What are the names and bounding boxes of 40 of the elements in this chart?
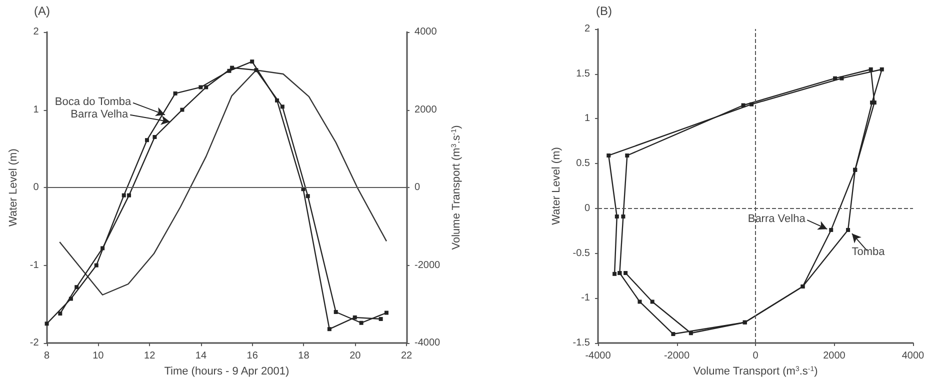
x-tick-label: -4000 — [585, 350, 612, 362]
y-tick-label: 2 — [33, 26, 40, 38]
annotation: Barra Velha — [748, 213, 806, 226]
y-tick-label: 0 — [33, 182, 40, 194]
x-tick-label: 16 — [246, 350, 258, 362]
x-tick-label: 18 — [298, 350, 310, 362]
chart-title: (A) — [34, 4, 50, 18]
annotation: Barra Velha — [70, 108, 130, 120]
y-tick-label: 1.5 — [576, 68, 590, 80]
y2-tick-label: -4000 — [414, 338, 441, 349]
y2-tick-label: 0 — [414, 182, 421, 194]
x-tick-label: 10 — [92, 350, 104, 362]
x-tick-label: 20 — [350, 350, 362, 362]
y2-tick-label: 4000 — [414, 26, 438, 38]
y2-tick-label: 2000 — [414, 104, 438, 116]
x-tick-label: 0 — [752, 350, 759, 362]
y-tick-label: 0.5 — [576, 158, 590, 170]
x-tick-label: 14 — [195, 350, 207, 362]
y2-tick-label: -2000 — [414, 260, 441, 271]
y-tick-label: 2 — [584, 24, 590, 34]
y-tick-label: -1 — [30, 260, 40, 271]
y-axis-title: Water Level (m) — [550, 147, 562, 225]
y-tick-label: -1 — [581, 292, 590, 304]
x-tick-label: 12 — [144, 350, 156, 362]
y-tick-label: -1.5 — [572, 338, 590, 348]
y-tick-label: -0.5 — [572, 248, 590, 259]
x-tick-label: 22 — [400, 350, 413, 362]
chart-title: (B) — [596, 4, 612, 18]
x-axis-title: Time (hours - 9 Apr 2001) — [164, 366, 290, 378]
y-tick-label: -2 — [30, 338, 40, 349]
y-axis-title: Water Level (m) — [8, 148, 20, 226]
x-tick-label: 2000 — [823, 350, 846, 362]
y-tick-label: 0 — [584, 202, 590, 214]
x-tick-label: 4000 — [902, 350, 925, 362]
y-tick-label: 1 — [584, 113, 590, 124]
x-tick-label: 8 — [44, 350, 50, 362]
x-tick-label: -2000 — [664, 350, 690, 362]
y-tick-label: 1 — [33, 104, 40, 116]
annotation: Boca do Tomba — [54, 96, 132, 108]
annotation: Tomba — [852, 246, 886, 258]
